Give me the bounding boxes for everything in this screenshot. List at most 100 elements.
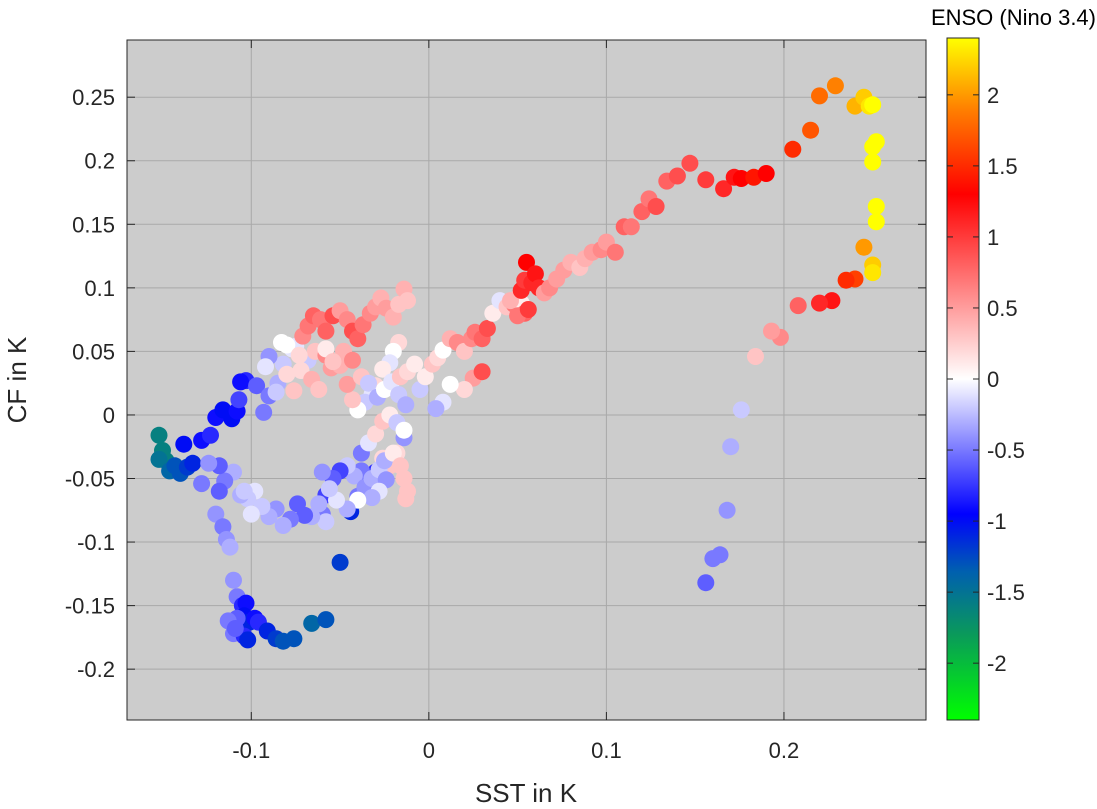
data-point bbox=[237, 594, 255, 612]
x-axis-title: SST in K bbox=[475, 778, 578, 808]
data-point bbox=[150, 450, 168, 468]
y-tick-label: 0 bbox=[103, 403, 115, 428]
data-point bbox=[826, 77, 844, 95]
data-point bbox=[274, 517, 292, 534]
data-point bbox=[202, 426, 219, 444]
data-point bbox=[384, 444, 402, 462]
colorbar-tick-label: 2 bbox=[987, 83, 999, 108]
data-point bbox=[606, 243, 624, 261]
data-point bbox=[757, 165, 775, 182]
data-point bbox=[285, 382, 303, 400]
data-point bbox=[395, 421, 413, 439]
colorbar-tick-label: 1.5 bbox=[987, 154, 1018, 179]
data-point bbox=[374, 360, 392, 378]
data-point bbox=[248, 377, 266, 395]
data-point bbox=[200, 454, 218, 472]
data-point bbox=[344, 351, 361, 369]
data-point bbox=[349, 330, 367, 348]
data-point bbox=[367, 425, 385, 443]
data-point bbox=[763, 322, 780, 340]
data-point bbox=[399, 482, 416, 500]
data-point bbox=[221, 538, 239, 556]
colorbar-ticks: -2 -1.5 -1 -0.5 0 0.5 1 1.5 2 bbox=[947, 83, 1025, 676]
data-point bbox=[255, 403, 273, 421]
data-point bbox=[864, 96, 882, 114]
data-point bbox=[360, 374, 377, 392]
data-point bbox=[399, 292, 416, 310]
data-point bbox=[441, 375, 459, 393]
data-point bbox=[455, 342, 473, 360]
data-point bbox=[290, 346, 308, 364]
y-tick-label: 0.1 bbox=[84, 276, 115, 301]
data-point bbox=[722, 438, 740, 456]
data-point bbox=[811, 87, 828, 105]
y-axis-ticks: -0.2 -0.15 -0.1 -0.05 0 0.05 0.1 0.15 0.2 0.25 bbox=[65, 85, 926, 682]
x-tick-label: 0.1 bbox=[591, 738, 622, 763]
data-point bbox=[225, 571, 242, 589]
x-tick-label: 0.2 bbox=[769, 738, 800, 763]
data-point bbox=[226, 620, 244, 637]
data-point bbox=[455, 381, 473, 398]
data-point bbox=[855, 238, 873, 256]
data-point bbox=[278, 336, 296, 354]
data-point bbox=[647, 198, 665, 215]
data-point bbox=[864, 264, 882, 282]
data-point bbox=[317, 513, 335, 531]
data-point bbox=[324, 353, 342, 371]
data-point bbox=[193, 475, 211, 493]
data-point bbox=[406, 355, 424, 373]
y-tick-label: 0.15 bbox=[72, 212, 115, 237]
data-point bbox=[784, 140, 802, 158]
y-tick-label: -0.1 bbox=[77, 530, 115, 555]
scatter-points bbox=[150, 77, 885, 650]
data-point bbox=[338, 375, 356, 393]
data-point bbox=[519, 301, 537, 318]
colorbar-tick-label: -2 bbox=[987, 651, 1007, 676]
data-point bbox=[150, 426, 168, 444]
x-tick-label: 0 bbox=[423, 738, 435, 763]
data-point bbox=[416, 368, 434, 386]
data-point bbox=[864, 138, 882, 156]
data-point bbox=[867, 213, 885, 231]
data-point bbox=[313, 463, 331, 481]
data-point bbox=[210, 482, 228, 500]
data-point bbox=[317, 322, 335, 340]
y-tick-label: -0.05 bbox=[65, 467, 115, 492]
data-point bbox=[697, 171, 715, 189]
data-point bbox=[802, 121, 820, 139]
y-tick-label: -0.2 bbox=[77, 657, 115, 682]
y-tick-label: -0.15 bbox=[65, 594, 115, 619]
data-point bbox=[207, 505, 225, 523]
data-point bbox=[427, 400, 445, 418]
data-point bbox=[278, 365, 296, 383]
data-point bbox=[747, 348, 764, 365]
data-point bbox=[232, 373, 250, 391]
data-point bbox=[633, 203, 651, 221]
x-axis-ticks: -0.1 0 0.1 0.2 bbox=[232, 40, 799, 763]
x-tick-label: -0.1 bbox=[232, 738, 270, 763]
data-point bbox=[668, 167, 686, 185]
data-point bbox=[230, 391, 248, 409]
data-point bbox=[718, 501, 736, 519]
data-point bbox=[478, 320, 496, 337]
data-point bbox=[397, 396, 415, 414]
data-point bbox=[331, 553, 349, 571]
data-point bbox=[681, 154, 699, 172]
data-point bbox=[867, 198, 885, 215]
data-point bbox=[257, 358, 274, 376]
data-point bbox=[384, 308, 402, 326]
data-point bbox=[518, 253, 535, 271]
data-point bbox=[184, 454, 202, 472]
data-point bbox=[732, 170, 750, 187]
data-point bbox=[289, 495, 306, 513]
data-point bbox=[285, 630, 303, 648]
colorbar-tick-label: -0.5 bbox=[987, 438, 1025, 463]
data-point bbox=[484, 304, 502, 322]
data-point bbox=[715, 180, 733, 198]
data-point bbox=[267, 383, 285, 401]
data-point bbox=[732, 401, 750, 419]
data-point bbox=[837, 271, 855, 289]
y-axis-title: CF in K bbox=[2, 336, 32, 423]
data-point bbox=[502, 292, 519, 310]
